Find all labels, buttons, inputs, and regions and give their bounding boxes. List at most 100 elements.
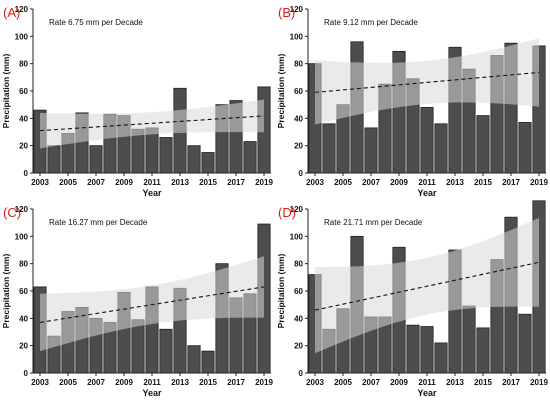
x-tick-label: 2003 (31, 378, 49, 387)
trend-line (314, 261, 540, 311)
x-tick-label: 2007 (87, 178, 105, 187)
x-tick-label: 2017 (502, 178, 520, 187)
y-tick-label: 100 (290, 32, 304, 41)
y-tick-label: 60 (19, 87, 28, 96)
confidence-band (315, 38, 539, 125)
y-tick-label: 20 (294, 342, 303, 351)
y-axis-title: Precipitation (mm) (276, 254, 286, 329)
y-tick-label: 0 (299, 169, 304, 178)
bar-2012 (434, 342, 448, 374)
x-tick-label: 2011 (143, 378, 161, 387)
bar-2011 (420, 326, 434, 374)
bar-2014 (187, 345, 201, 374)
x-axis-title: Year (142, 388, 162, 398)
bar-2004 (322, 123, 336, 174)
bar-2015 (476, 115, 490, 174)
confidence-band (40, 99, 264, 149)
y-tick-label: 100 (290, 232, 304, 241)
bar-2014 (187, 145, 201, 174)
panel-label: (A) (3, 5, 20, 20)
x-tick-label: 2003 (306, 178, 324, 187)
bar-2007 (364, 127, 378, 174)
y-tick-label: 20 (19, 142, 28, 151)
rate-annotation: Rate 6.75 mm per Decade (49, 18, 143, 27)
panel-label: (D) (278, 205, 296, 220)
y-tick-label: 40 (294, 114, 303, 123)
bar-2012 (159, 137, 173, 174)
y-tick-label: 60 (294, 87, 303, 96)
x-tick-label: 2009 (115, 178, 133, 187)
x-tick-label: 2009 (390, 378, 408, 387)
bar-2018 (518, 313, 532, 374)
panel-c: 0 20 40 60 80 100 120 2003 2005 2007 2009 2011 2013 2… (1, 205, 273, 398)
bar-2004 (47, 145, 61, 174)
x-tick-label: 2015 (474, 378, 492, 387)
x-tick-label: 2009 (390, 178, 408, 187)
panel-d: 0 20 40 60 80 100 120 2003 2005 2007 2009 2011 2013 2… (276, 200, 548, 398)
x-tick-label: 2013 (446, 178, 464, 187)
y-tick-label: 80 (294, 60, 303, 69)
y-axis-title: Precipitation (mm) (1, 54, 11, 129)
x-tick-label: 2017 (502, 378, 520, 387)
bar-2015 (201, 152, 215, 174)
bar-2011 (420, 107, 434, 174)
y-tick-label: 40 (19, 114, 28, 123)
x-tick-label: 2005 (59, 178, 77, 187)
y-tick-label: 100 (15, 232, 29, 241)
y-tick-label: 60 (294, 287, 303, 296)
y-tick-label: 20 (19, 342, 28, 351)
x-axis-title: Year (417, 388, 437, 398)
y-tick-label: 100 (15, 32, 29, 41)
x-tick-label: 2015 (474, 178, 492, 187)
confidence-band (40, 256, 264, 352)
y-tick-label: 120 (290, 5, 304, 14)
rate-annotation: Rate 9.12 mm per Decade (324, 18, 418, 27)
bar-2010 (406, 324, 420, 374)
trend-line (39, 286, 265, 323)
bar-2018 (518, 122, 532, 174)
trend-line (39, 115, 265, 132)
x-tick-label: 2005 (334, 178, 352, 187)
y-tick-label: 120 (290, 205, 304, 214)
bar-2015 (201, 350, 215, 374)
rate-annotation: Rate 16.27 mm per Decade (49, 218, 148, 227)
x-tick-label: 2009 (115, 378, 133, 387)
x-tick-label: 2019 (530, 378, 548, 387)
confidence-band (315, 217, 539, 354)
x-tick-label: 2011 (418, 178, 436, 187)
bar-2014 (462, 305, 476, 374)
bar-2010 (131, 319, 145, 374)
x-tick-label: 2019 (255, 378, 273, 387)
x-tick-label: 2003 (31, 178, 49, 187)
y-tick-label: 0 (299, 369, 304, 378)
x-tick-label: 2013 (171, 178, 189, 187)
y-tick-label: 80 (294, 260, 303, 269)
trend-line (314, 71, 540, 93)
rate-annotation: Rate 21.71 mm per Decade (324, 218, 423, 227)
x-tick-label: 2019 (255, 178, 273, 187)
x-tick-label: 2013 (446, 378, 464, 387)
x-tick-label: 2013 (171, 378, 189, 387)
y-tick-label: 80 (19, 260, 28, 269)
y-tick-label: 0 (24, 169, 29, 178)
x-tick-label: 2011 (418, 378, 436, 387)
panel-label: (B) (278, 5, 295, 20)
bar-2018 (243, 141, 257, 174)
y-tick-label: 120 (15, 205, 29, 214)
y-tick-label: 80 (19, 60, 28, 69)
x-axis-title: Year (417, 188, 437, 198)
bar-2007 (89, 145, 103, 174)
panel-a: 0 20 40 60 80 100 120 2003 2005 2007 2009 2011 2013 2… (1, 5, 273, 198)
x-tick-label: 2017 (227, 378, 245, 387)
x-tick-label: 2007 (87, 378, 105, 387)
y-tick-label: 120 (15, 5, 29, 14)
y-tick-label: 0 (24, 369, 29, 378)
x-tick-label: 2007 (362, 178, 380, 187)
x-tick-label: 2015 (199, 378, 217, 387)
x-tick-label: 2019 (530, 178, 548, 187)
x-tick-label: 2015 (199, 178, 217, 187)
y-axis-title: Precipitation (mm) (276, 54, 286, 129)
x-tick-label: 2011 (143, 178, 161, 187)
panel-label: (C) (3, 205, 21, 220)
